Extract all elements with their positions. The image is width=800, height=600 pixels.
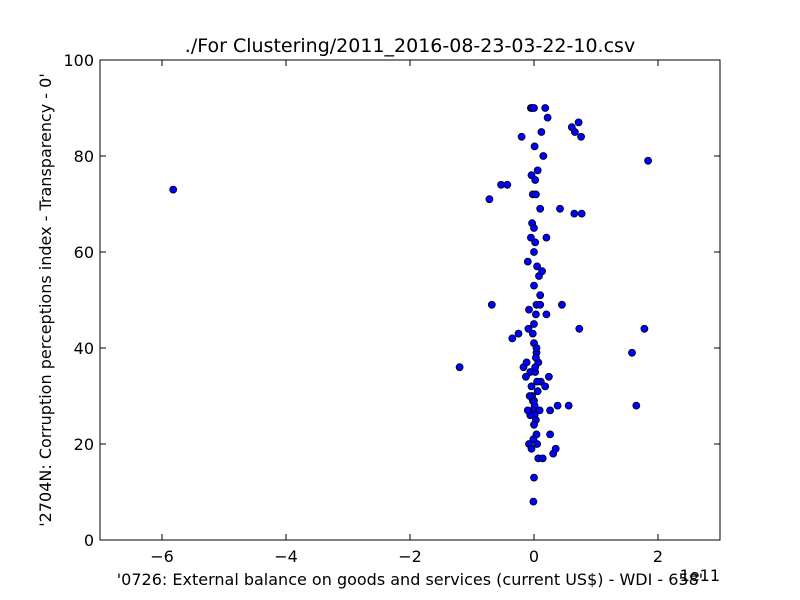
data-point <box>525 392 534 400</box>
data-point <box>530 248 538 256</box>
data-point <box>514 329 523 338</box>
data-point <box>531 238 540 247</box>
data-point <box>551 444 560 453</box>
data-point <box>517 132 526 141</box>
data-point <box>640 324 649 333</box>
y-axis-ticks: 0 20 40 60 80 100 <box>63 51 720 550</box>
data-point <box>530 142 539 151</box>
data-point <box>536 291 545 300</box>
data-point <box>536 300 545 309</box>
data-point <box>455 363 464 372</box>
data-point <box>530 320 538 328</box>
x-axis-ticks: −6 −4 −2 0 2 <box>150 60 663 566</box>
data-point <box>536 204 545 213</box>
data-point <box>522 372 530 381</box>
data-point <box>532 353 540 362</box>
data-point <box>530 281 538 290</box>
y-tick-label: 60 <box>74 243 94 262</box>
data-point <box>503 180 512 189</box>
data-point <box>537 128 546 136</box>
data-point <box>527 382 536 391</box>
data-point <box>529 497 538 506</box>
data-point <box>169 185 178 194</box>
data-point <box>538 267 546 276</box>
x-tick-label: 0 <box>529 547 539 566</box>
y-tick-label: 80 <box>74 147 94 166</box>
data-point <box>553 401 562 410</box>
data-point <box>530 420 538 429</box>
y-tick-label: 20 <box>74 435 94 454</box>
data-point <box>529 435 538 444</box>
chart-title: ./For Clustering/2011_2016-08-23-03-22-1… <box>185 35 635 57</box>
data-point <box>522 358 531 367</box>
data-point <box>487 300 496 309</box>
data-point <box>508 334 517 343</box>
x-tick-label: −2 <box>398 547 422 566</box>
data-point <box>527 444 536 453</box>
data-point <box>539 152 548 160</box>
x-tick-label: −6 <box>150 547 174 566</box>
x-tick-label: −4 <box>274 547 298 566</box>
data-point <box>532 344 541 352</box>
data-point <box>530 104 538 112</box>
x-tick-label: 2 <box>653 547 663 566</box>
data-point <box>531 363 540 372</box>
data-point <box>545 372 553 381</box>
data-point <box>523 257 532 266</box>
data-point <box>556 204 564 213</box>
data-point <box>541 104 550 112</box>
y-tick-label: 100 <box>63 51 94 70</box>
data-point <box>632 401 641 410</box>
data-point <box>530 473 538 482</box>
data-point <box>542 310 551 319</box>
data-point <box>530 224 538 232</box>
data-point <box>533 387 542 396</box>
data-point <box>574 118 583 127</box>
data-point <box>532 310 540 319</box>
data-point <box>533 166 542 175</box>
x-axis-label: '0726: External balance on goods and ser… <box>117 570 703 589</box>
data-point <box>542 233 551 242</box>
data-point <box>571 128 579 136</box>
y-tick-label: 40 <box>74 339 94 358</box>
data-point <box>541 382 550 391</box>
data-point <box>531 176 540 184</box>
data-point <box>528 329 537 338</box>
x-axis-offset-label: 1e11 <box>680 566 720 585</box>
data-point <box>538 454 547 463</box>
data-point <box>558 300 566 309</box>
data-point <box>485 195 494 204</box>
data-point <box>628 348 636 357</box>
data-point <box>575 324 584 333</box>
data-point <box>532 190 540 199</box>
data-point <box>533 262 541 271</box>
data-point <box>535 406 544 415</box>
data-point <box>543 113 552 122</box>
data-point <box>577 209 586 218</box>
data-point <box>533 377 541 386</box>
data-point <box>524 324 533 333</box>
data-point <box>546 406 554 415</box>
data-point <box>644 156 652 165</box>
data-point <box>570 209 579 218</box>
y-axis-label: '2704N: Corruption perceptions index - T… <box>36 73 55 526</box>
data-point <box>527 233 535 242</box>
data-point <box>525 305 533 314</box>
data-point <box>564 401 573 410</box>
data-points <box>169 104 652 506</box>
data-point <box>523 406 532 415</box>
data-point <box>546 430 554 439</box>
data-point <box>577 132 585 141</box>
y-tick-label: 0 <box>84 531 94 550</box>
